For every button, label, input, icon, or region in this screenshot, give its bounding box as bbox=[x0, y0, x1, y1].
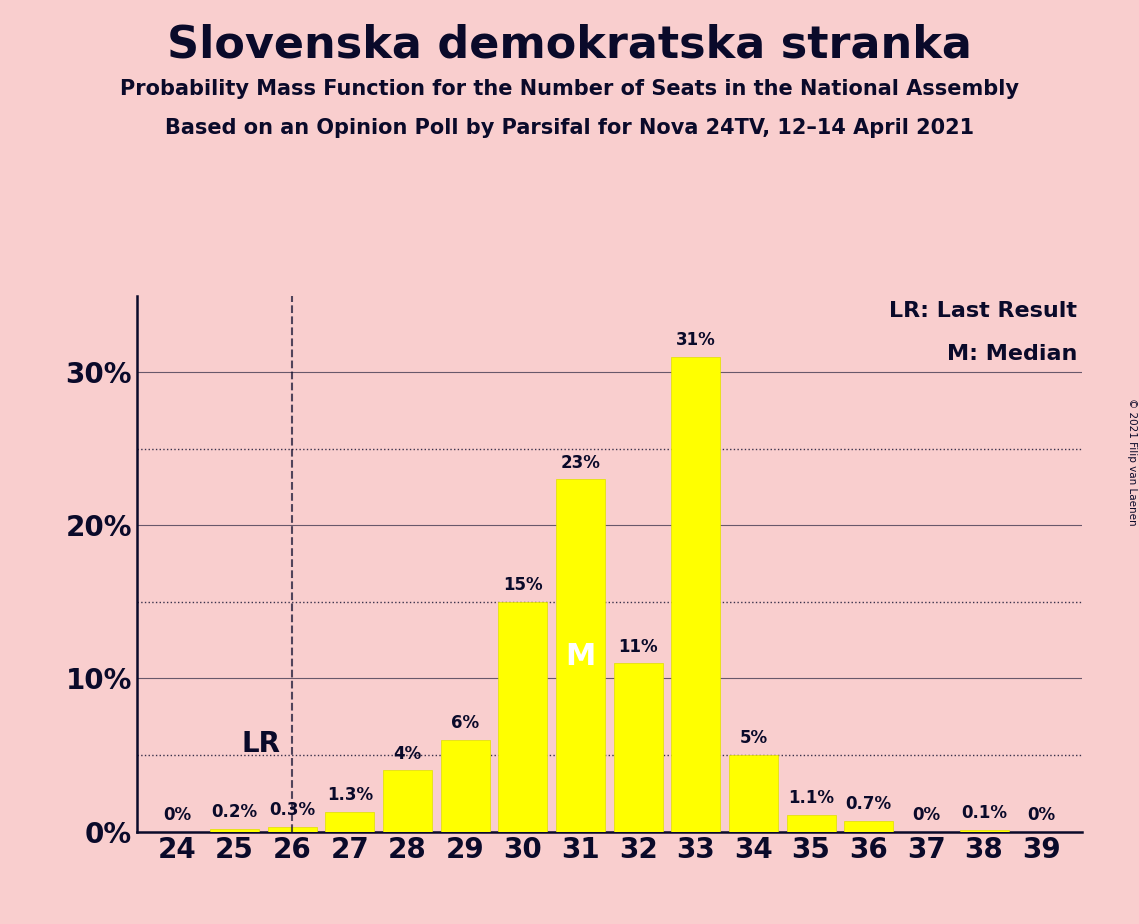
Text: Based on an Opinion Poll by Parsifal for Nova 24TV, 12–14 April 2021: Based on an Opinion Poll by Parsifal for… bbox=[165, 118, 974, 139]
Text: M: Median: M: Median bbox=[947, 344, 1077, 364]
Text: 6%: 6% bbox=[451, 714, 480, 732]
Bar bbox=[383, 771, 432, 832]
Text: LR: Last Result: LR: Last Result bbox=[890, 301, 1077, 321]
Text: 11%: 11% bbox=[618, 638, 658, 655]
Text: Slovenska demokratska stranka: Slovenska demokratska stranka bbox=[167, 23, 972, 67]
Bar bbox=[556, 480, 605, 832]
Bar bbox=[729, 755, 778, 832]
Bar bbox=[614, 663, 663, 832]
Text: 0%: 0% bbox=[1027, 806, 1056, 824]
Text: 4%: 4% bbox=[393, 745, 421, 762]
Text: LR: LR bbox=[241, 730, 280, 758]
Bar bbox=[671, 357, 720, 832]
Bar bbox=[441, 740, 490, 832]
Bar bbox=[326, 811, 375, 832]
Text: 0.3%: 0.3% bbox=[269, 801, 316, 820]
Text: 0%: 0% bbox=[163, 806, 191, 824]
Text: 0.2%: 0.2% bbox=[212, 803, 257, 821]
Bar bbox=[787, 815, 836, 832]
Text: © 2021 Filip van Laenen: © 2021 Filip van Laenen bbox=[1126, 398, 1137, 526]
Bar bbox=[211, 829, 260, 832]
Bar bbox=[499, 602, 548, 832]
Text: 1.1%: 1.1% bbox=[788, 789, 834, 807]
Text: 31%: 31% bbox=[675, 332, 715, 349]
Text: 15%: 15% bbox=[503, 577, 542, 594]
Text: 23%: 23% bbox=[560, 454, 600, 472]
Bar bbox=[844, 821, 893, 832]
Bar bbox=[268, 827, 317, 832]
Bar bbox=[959, 830, 1008, 832]
Text: 5%: 5% bbox=[739, 729, 768, 748]
Text: M: M bbox=[565, 642, 596, 671]
Text: 1.3%: 1.3% bbox=[327, 786, 374, 804]
Text: 0.7%: 0.7% bbox=[845, 796, 892, 813]
Text: 0%: 0% bbox=[912, 806, 941, 824]
Text: 0.1%: 0.1% bbox=[961, 805, 1007, 822]
Text: Probability Mass Function for the Number of Seats in the National Assembly: Probability Mass Function for the Number… bbox=[120, 79, 1019, 99]
